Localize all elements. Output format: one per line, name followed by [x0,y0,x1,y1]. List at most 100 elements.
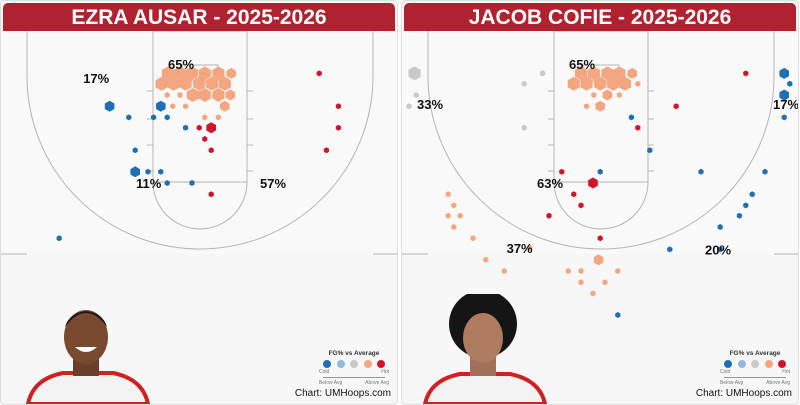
zone-fg-label: 57% [260,176,286,191]
shot-hex [206,122,216,134]
court-ausar: 65% 17% 11% 57% [1,30,397,255]
zone-fg-label: 63% [537,176,563,191]
shot-hex [736,212,742,219]
legend-below-label: Below Avg [319,380,343,386]
shot-hex [594,76,607,91]
shot-hex [571,191,577,198]
shot-hex [743,202,749,209]
zone-fg-label: 65% [168,57,194,72]
shot-hex [56,235,62,242]
shot-hex [602,89,613,101]
shot-hex [198,66,211,81]
shot-hex [606,76,620,91]
shot-hex [615,268,621,274]
legend-swatch-warm [764,360,773,368]
shot-hex [413,92,419,98]
shot-hex [445,191,451,198]
shot-hex [588,177,598,189]
shot-hex [470,235,476,242]
shot-hex [164,114,170,121]
shot-hex [202,114,208,121]
shot-hex [546,212,552,219]
shot-hex [590,290,596,297]
shot-hex [717,246,723,253]
shot-hex [408,66,421,81]
shot-hex [567,76,580,91]
zone-fg-label: 37% [507,241,533,256]
shot-hex [501,268,507,274]
court-floor [402,31,798,254]
shot-chart-panel-cofie: 65% 33% 17% 63% 37% 20% JACOB COFIE - 2025-20… [401,0,799,405]
legend-swatch-cold [724,360,732,368]
shot-hex [602,279,608,286]
shot-hex [613,66,626,81]
shot-hex [521,80,527,87]
shot-hex [212,88,225,102]
legend-swatch-warm [363,360,372,368]
shot-hex [559,168,565,175]
shot-hex [208,191,214,198]
legend-swatch-cool [737,360,746,368]
shot-hex [597,168,603,175]
shot-hex [587,66,600,81]
legend-hot-label: Hot [381,369,389,375]
shot-hex [565,268,571,274]
shot-hex [145,168,151,175]
shot-hex [717,224,723,230]
zone-fg-label: 11% [136,176,162,191]
shot-hex [155,76,168,91]
shot-hex [186,88,199,102]
shot-hex [193,76,206,91]
shot-hex [212,66,225,81]
chart-credit: Chart: UMHoops.com [294,388,391,399]
shot-hex [225,89,236,101]
shot-hex [132,147,138,154]
legend-arrow [323,377,385,378]
paint [553,30,649,183]
shot-hex [451,224,457,230]
shot-hex [126,114,132,121]
shot-hex [156,100,166,112]
shot-hex [226,67,236,79]
shot-hex [787,80,793,87]
legend-above-label: Above Avg [766,380,790,386]
shot-hex [595,100,605,112]
shot-hex [183,103,189,110]
shot-hex [335,124,341,131]
shot-hex [208,147,214,154]
shot-hex [616,92,622,98]
shot-hex [173,66,187,81]
shot-hex [457,212,463,219]
legend: FG% vs Average Cold Hot Below Avg Above Av… [319,350,389,386]
shot-hex [597,235,603,242]
chart-credit: Chart: UMHoops.com [695,388,792,399]
free-throw-circle [553,181,649,230]
shot-hex [179,76,192,91]
shot-hex [323,147,329,154]
shot-hex [673,103,679,110]
shot-hex [578,202,584,209]
zone-fg-label: 20% [705,242,731,257]
shot-hex [667,246,673,253]
shot-hex [198,88,211,102]
three-point-line [427,31,775,250]
zone-fg-label: 17% [83,71,109,86]
court-cofie: 65% 33% 17% 63% 37% 20% [402,30,798,318]
legend-swatch-hot [778,360,786,368]
shot-hex [164,180,170,186]
legend-swatch-avg [751,360,759,368]
shot-hex [196,124,202,131]
shot-hex [218,76,231,91]
shot-hex [593,254,604,266]
shot-hex [781,114,787,121]
legend-below-label: Below Avg [720,380,744,386]
shot-hex [580,76,593,91]
legend-title: FG% vs Average [729,350,781,357]
shot-hex [521,124,527,131]
legend-above-label: Above Avg [365,380,389,386]
shot-hex [635,124,641,131]
shot-hex [177,92,183,98]
panel-title: EZRA AUSAR - 2025-2026 [3,3,395,31]
zone-fg-label: 65% [569,57,595,72]
legend-hot-label: Hot [782,369,790,375]
